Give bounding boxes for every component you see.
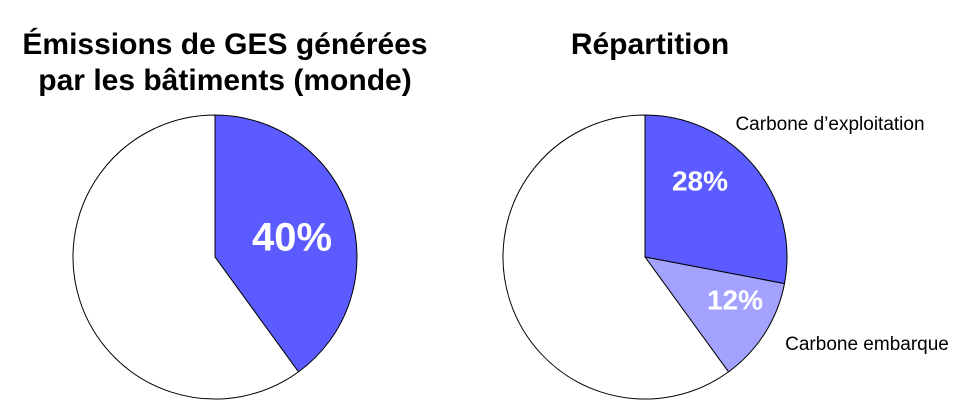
pie-slice [502, 114, 730, 400]
value-label: 12% [707, 284, 763, 315]
category-label: Carbone d’exploitation [735, 114, 924, 135]
category-label: Carbone embarque [785, 334, 949, 355]
value-label: 28% [672, 165, 728, 196]
pie-slice [214, 114, 358, 373]
pie-slice [643, 256, 786, 373]
chart-title: Émissions de GES générées par les bâtime… [22, 28, 428, 97]
chart-title: Répartition [570, 28, 730, 61]
value-label: 40% [252, 216, 332, 260]
pie-slice [72, 114, 300, 400]
pie-slice [644, 114, 788, 285]
